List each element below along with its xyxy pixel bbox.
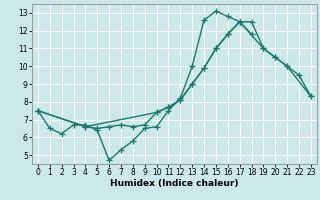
X-axis label: Humidex (Indice chaleur): Humidex (Indice chaleur) [110, 179, 239, 188]
